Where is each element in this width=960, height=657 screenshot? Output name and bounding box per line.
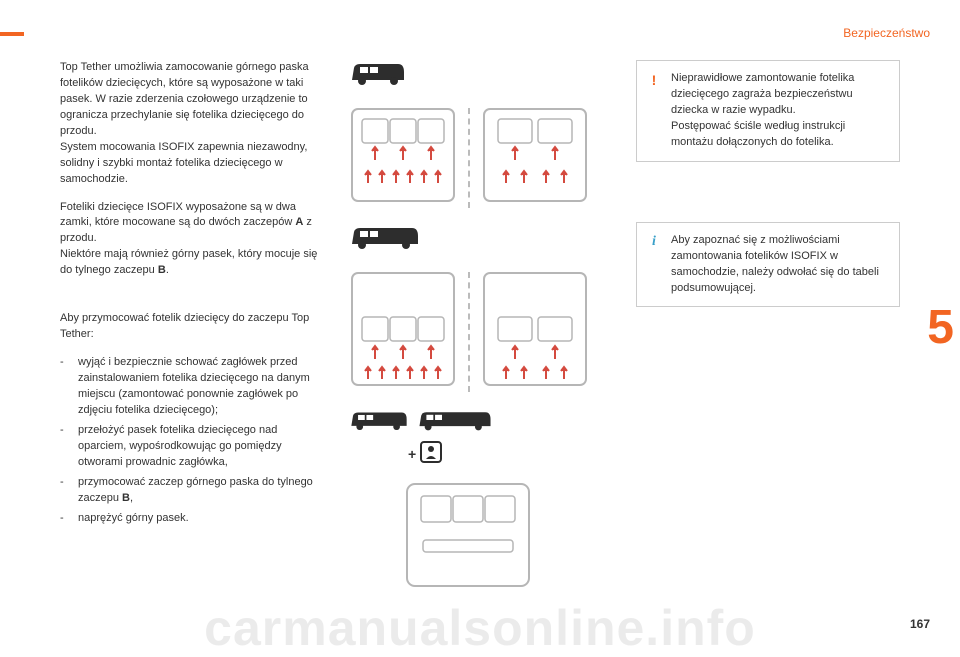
accent-bar — [0, 32, 24, 36]
left-column: Top Tether umożliwia zamocowanie górnego… — [60, 60, 324, 595]
van-mid-icon — [348, 224, 422, 255]
seat-diagram — [480, 105, 590, 210]
seat-diagram — [348, 105, 458, 210]
watermark: carmanualsonline.info — [204, 599, 756, 657]
plus-childlock: + — [408, 441, 442, 466]
divider — [468, 272, 470, 392]
instruction-list: -wyjąć i bezpiecznie schować zagłówek pr… — [60, 355, 324, 526]
van-pair-icons — [348, 408, 494, 437]
list-item: -przymocować zaczep górnego paska do tyl… — [60, 475, 324, 507]
text: przełożyć pasek fotelika dziecięcego nad… — [78, 424, 282, 468]
page-number: 167 — [910, 617, 930, 631]
text: przymocować zaczep górnego paska do tyln… — [78, 476, 313, 504]
info-text: Aby zapoznać się z możliwościami zamonto… — [671, 233, 887, 297]
childlock-icon — [420, 441, 442, 466]
text: Foteliki dziecięce ISOFIX wyposażone są … — [60, 201, 296, 229]
seat-diagram-pair-1 — [348, 105, 590, 210]
warning-text: Nieprawidłowe zamontowanie fotelika dzie… — [671, 71, 887, 151]
list-item: -wyjąć i bezpiecznie schować zagłówek pr… — [60, 355, 324, 419]
warning-callout: ! Nieprawidłowe zamontowanie fotelika dz… — [636, 60, 900, 162]
divider — [468, 108, 470, 208]
seat-diagram — [480, 269, 590, 394]
paragraph-1: Top Tether umożliwia zamocowanie górnego… — [60, 60, 324, 188]
paragraph-3: Aby przymocować fotelik dziecięcy do zac… — [60, 311, 324, 343]
anchor-b: B — [122, 492, 130, 504]
van-mid-icon — [348, 408, 410, 437]
seat-diagram-pair-2 — [348, 269, 590, 394]
section-label: Bezpieczeństwo — [843, 26, 930, 40]
right-column: ! Nieprawidłowe zamontowanie fotelika dz… — [636, 60, 900, 595]
list-item: -naprężyć górny pasek. — [60, 511, 324, 527]
middle-column-diagrams: + — [348, 60, 612, 595]
text: , — [130, 492, 133, 504]
chapter-number: 5 — [927, 300, 954, 355]
anchor-b: B — [158, 264, 166, 276]
seat-diagram — [348, 269, 458, 394]
van-small-icon — [348, 60, 408, 91]
text: . — [166, 264, 169, 276]
warning-icon: ! — [645, 71, 663, 89]
text: wyjąć i bezpiecznie schować zagłówek prz… — [78, 356, 310, 416]
info-icon: i — [645, 233, 663, 251]
plus-symbol: + — [408, 446, 416, 462]
content-grid: Top Tether umożliwia zamocowanie górnego… — [60, 60, 900, 595]
list-item: -przełożyć pasek fotelika dziecięcego na… — [60, 423, 324, 471]
van-long-icon — [416, 408, 494, 437]
info-callout: i Aby zapoznać się z możliwościami zamon… — [636, 222, 900, 308]
paragraph-2: Foteliki dziecięce ISOFIX wyposażone są … — [60, 200, 324, 280]
text: naprężyć górny pasek. — [78, 512, 189, 524]
seat-diagram-single — [403, 480, 533, 595]
